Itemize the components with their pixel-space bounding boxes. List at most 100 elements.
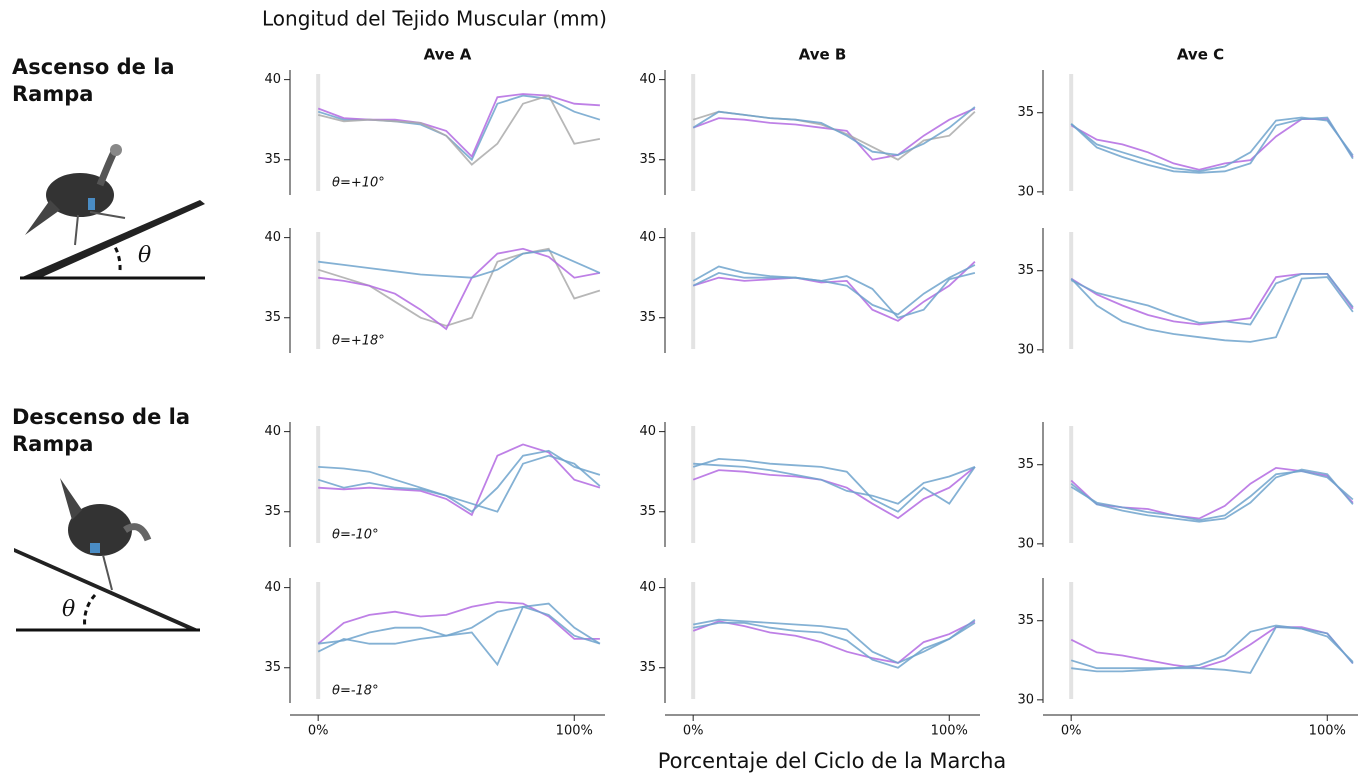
y-tick-label: 35 (264, 152, 281, 167)
data-line (692, 261, 976, 322)
angle-annotation: θ=-18° (332, 684, 379, 699)
data-line (317, 605, 601, 653)
cycle-start-band (1069, 232, 1074, 349)
column-title: Ave C (1177, 46, 1224, 64)
y-tick-label: 40 (639, 72, 656, 87)
descent-illustration: θ (14, 478, 200, 632)
cycle-start-band (316, 582, 321, 699)
x-tick-label: 0% (1061, 724, 1082, 739)
data-line (692, 457, 976, 513)
data-line (318, 449, 601, 513)
panel: 35 40 0% 100% (639, 578, 980, 739)
angle-annotation: θ=-10° (332, 528, 379, 543)
y-tick-label: 35 (264, 660, 281, 675)
cycle-start-band (316, 232, 321, 349)
cycle-start-band (316, 74, 321, 191)
y-tick-label: 35 (639, 152, 656, 167)
x-tick-label: 100% (1309, 724, 1346, 739)
column-title: Ave A (424, 46, 472, 64)
data-line (1070, 276, 1354, 343)
section-label: Descenso de la Rampa (12, 405, 190, 456)
data-line (693, 618, 976, 669)
x-axis-title: Porcentaje del Ciclo de la Marcha (658, 749, 1007, 773)
data-line (692, 106, 976, 156)
data-line (317, 454, 601, 513)
data-line (1070, 624, 1354, 670)
data-line (317, 94, 601, 166)
cycle-start-band (1069, 74, 1074, 191)
data-line (1070, 118, 1354, 171)
x-tick-label: 100% (931, 724, 968, 739)
data-line (1070, 466, 1354, 520)
x-tick-label: 100% (556, 724, 593, 739)
y-tick-label: 30 (1017, 692, 1034, 707)
panel: 35 40 (639, 228, 976, 353)
data-line (692, 107, 976, 161)
panel: 30 35 (1017, 422, 1354, 551)
panel: 35 40 0% 100% θ=-18° (264, 578, 605, 739)
data-line (317, 601, 600, 645)
angle-symbol: θ (138, 243, 151, 268)
angle-symbol: θ (62, 597, 75, 622)
panel: 35 40 θ=+18° (264, 228, 601, 353)
y-tick-label: 40 (264, 230, 281, 245)
x-tick-label: 0% (683, 724, 704, 739)
y-tick-label: 35 (1017, 105, 1034, 120)
data-line (1070, 116, 1354, 174)
y-tick-label: 40 (639, 424, 656, 439)
y-tick-label: 35 (264, 310, 281, 325)
data-line (692, 620, 976, 664)
cycle-start-band (691, 74, 696, 191)
panel: 35 40 θ=+10° (264, 70, 601, 195)
data-line (692, 265, 976, 319)
x-tick-label: 0% (308, 724, 329, 739)
ascent-illustration: θ (20, 144, 205, 280)
panel: 35 40 (639, 70, 976, 195)
angle-annotation: θ=+18° (332, 334, 385, 349)
column-title: Ave B (799, 46, 847, 64)
y-tick-label: 35 (639, 660, 656, 675)
y-tick-label: 35 (639, 310, 656, 325)
cycle-start-band (691, 582, 696, 699)
data-line (318, 249, 601, 279)
y-tick-label: 35 (264, 504, 281, 519)
y-tick-label: 40 (639, 230, 656, 245)
data-line (317, 247, 601, 327)
y-tick-label: 35 (639, 504, 656, 519)
panel: 35 40 θ=-10° (264, 422, 601, 547)
cycle-start-band (691, 232, 696, 349)
data-line (318, 247, 601, 331)
data-line (692, 466, 976, 520)
y-tick-label: 40 (639, 580, 656, 595)
data-line (1070, 273, 1354, 326)
y-tick-label: 30 (1017, 342, 1034, 357)
y-tick-label: 40 (264, 424, 281, 439)
figure-title: Longitud del Tejido Muscular (mm) (262, 7, 607, 31)
panel: 30 35 (1017, 228, 1354, 357)
section-label: Ascenso de la Rampa (12, 55, 175, 106)
data-line (1070, 626, 1354, 670)
data-line (693, 462, 976, 505)
y-tick-label: 35 (1017, 613, 1034, 628)
data-line (1070, 468, 1354, 523)
data-line (1070, 273, 1354, 326)
data-line (1071, 626, 1354, 674)
data-line (693, 618, 976, 664)
cycle-start-band (316, 426, 321, 543)
panel: 35 40 (639, 422, 976, 547)
y-tick-label: 40 (264, 580, 281, 595)
data-line (318, 602, 601, 667)
data-line (1070, 116, 1354, 173)
y-tick-label: 35 (1017, 263, 1034, 278)
angle-annotation: θ=+10° (332, 176, 385, 191)
y-tick-label: 30 (1017, 184, 1034, 199)
y-tick-label: 35 (1017, 457, 1034, 472)
y-tick-label: 30 (1017, 536, 1034, 551)
data-line (1070, 470, 1354, 522)
cycle-start-band (691, 426, 696, 543)
panel: 30 35 (1017, 70, 1354, 199)
data-line (692, 264, 976, 316)
y-tick-label: 40 (264, 72, 281, 87)
